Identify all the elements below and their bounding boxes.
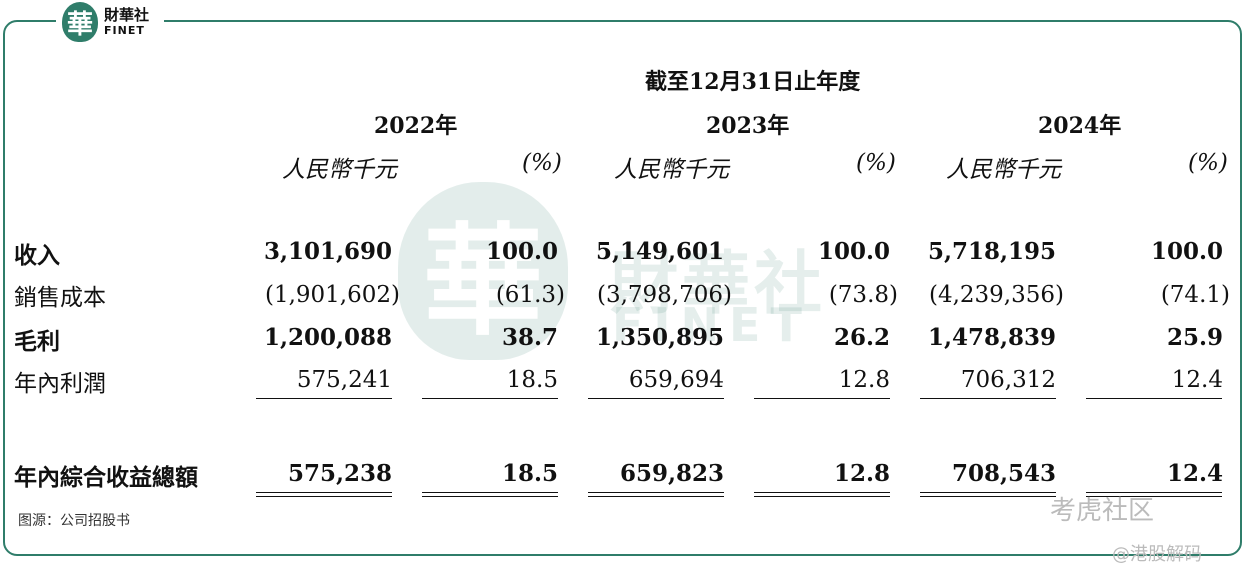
cell: 18.5 — [506, 367, 558, 393]
year-header-2022: 2022年 — [374, 113, 458, 139]
cell: 659,694 — [628, 367, 724, 393]
logo-en-text: FINET — [104, 24, 145, 37]
finet-seal-icon: 華 — [62, 2, 98, 42]
row-label-revenue: 收入 — [14, 242, 60, 269]
cell: 26.2 — [833, 324, 890, 351]
cell: 708,543 — [951, 460, 1056, 487]
total-double-rule — [754, 492, 890, 497]
period-header: 截至12月31日止年度 — [645, 69, 861, 95]
cell: 100.0 — [485, 238, 558, 265]
cell: 575,241 — [296, 367, 392, 393]
cell: 12.4 — [1166, 460, 1223, 487]
total-double-rule — [256, 492, 392, 497]
watermark-cn: 財華社 — [610, 245, 827, 324]
year-header-2023: 2023年 — [706, 113, 790, 139]
cell: 706,312 — [960, 367, 1056, 393]
cell: 1,350,895 — [595, 324, 724, 351]
cell: 5,718,195 — [927, 238, 1056, 265]
cell: 3,101,690 — [263, 238, 392, 265]
cell: 18.5 — [501, 460, 558, 487]
cell: 1,200,088 — [263, 324, 392, 351]
content-frame — [3, 20, 1242, 556]
pct-label-2023: (%) — [856, 150, 896, 176]
cell: (61.3) — [495, 282, 565, 308]
column-rule — [588, 398, 724, 399]
row-label-gross-profit: 毛利 — [14, 328, 60, 355]
total-double-rule — [422, 492, 558, 497]
cell: 1,478,839 — [927, 324, 1056, 351]
column-rule — [920, 398, 1056, 399]
corner-watermark: 考虎社区 — [1050, 496, 1155, 526]
cell: 25.9 — [1166, 324, 1223, 351]
cell: (74.1) — [1160, 282, 1230, 308]
cell: 38.7 — [501, 324, 558, 351]
column-rule — [256, 398, 392, 399]
year-header-2024: 2024年 — [1038, 113, 1122, 139]
cell: 575,238 — [287, 460, 392, 487]
cell: (73.8) — [828, 282, 898, 308]
unit-label-2023: 人民幣千元 — [614, 157, 729, 183]
finet-logo: 華 財華社 FINET — [56, 0, 164, 44]
corner-watermark-handle: @港股解码 — [1112, 544, 1202, 565]
cell: 12.4 — [1171, 367, 1223, 393]
column-rule — [754, 398, 890, 399]
cell: 100.0 — [1150, 238, 1223, 265]
column-rule — [422, 398, 558, 399]
cell: 5,149,601 — [595, 238, 724, 265]
column-rule — [1086, 398, 1222, 399]
unit-label-2024: 人民幣千元 — [946, 157, 1061, 183]
total-double-rule — [920, 492, 1056, 497]
cell: 12.8 — [833, 460, 890, 487]
cell: (4,239,356) — [928, 282, 1064, 308]
unit-label-2022: 人民幣千元 — [282, 157, 397, 183]
watermark-seal-icon: 華 — [398, 182, 568, 360]
pct-label-2022: (%) — [522, 150, 562, 176]
cell: 100.0 — [817, 238, 890, 265]
cell: 12.8 — [838, 367, 890, 393]
cell: (3,798,706) — [596, 282, 732, 308]
total-double-rule — [1086, 492, 1222, 497]
row-label-cost-of-sales: 銷售成本 — [14, 285, 106, 311]
total-double-rule — [588, 492, 724, 497]
cell: (1,901,602) — [264, 282, 400, 308]
row-label-profit-for-year: 年內利潤 — [14, 371, 106, 397]
watermark-en: FINET — [612, 298, 812, 352]
row-label-total-comprehensive-income: 年內綜合收益總額 — [14, 464, 198, 491]
pct-label-2024: (%) — [1188, 150, 1228, 176]
source-note: 图源：公司招股书 — [18, 513, 130, 529]
logo-cn-text: 財華社 — [104, 6, 150, 24]
cell: 659,823 — [619, 460, 724, 487]
